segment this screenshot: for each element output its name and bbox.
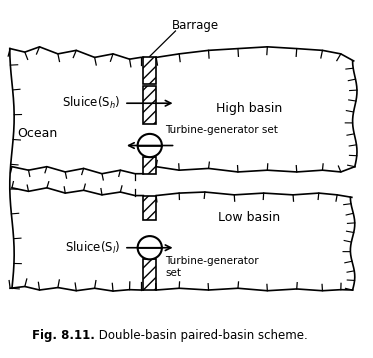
Bar (143, 157, 156, 174)
Text: Double-basin paired-basin scheme.: Double-basin paired-basin scheme. (95, 329, 307, 342)
Text: Sluice(S$_l$): Sluice(S$_l$) (65, 240, 120, 256)
Text: Fig. 8.11.: Fig. 8.11. (32, 329, 95, 342)
Circle shape (138, 134, 162, 157)
Text: Low basin: Low basin (218, 211, 280, 224)
Bar (143, 86, 156, 124)
Text: Barrage: Barrage (172, 19, 219, 32)
Bar (143, 259, 156, 290)
Text: High basin: High basin (216, 102, 282, 115)
Bar (143, 57, 156, 84)
Circle shape (138, 236, 162, 259)
Bar (143, 195, 156, 219)
Text: Turbine-generator set: Turbine-generator set (166, 125, 278, 135)
Text: Sluice(S$_h$): Sluice(S$_h$) (62, 95, 120, 111)
Text: Ocean: Ocean (18, 127, 58, 140)
Text: Turbine-generator
set: Turbine-generator set (166, 256, 259, 278)
